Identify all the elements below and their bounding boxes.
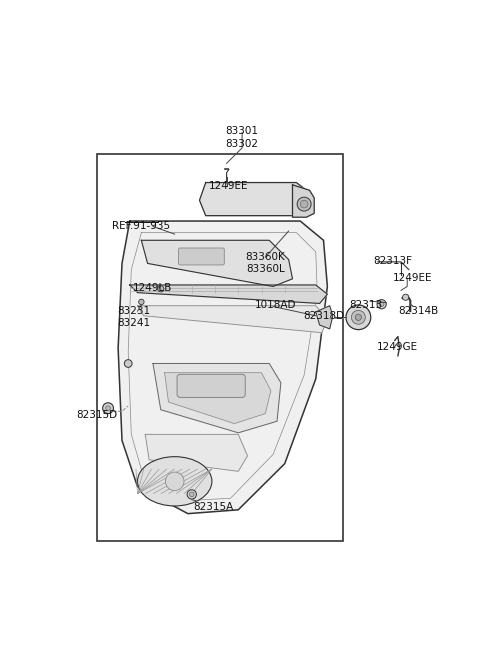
Text: 82318D: 82318D <box>303 311 344 321</box>
Text: 82314B: 82314B <box>398 306 438 316</box>
Ellipse shape <box>137 457 212 506</box>
Text: 1249LB: 1249LB <box>133 283 173 293</box>
Circle shape <box>300 200 308 208</box>
Circle shape <box>106 406 110 411</box>
Bar <box>97 154 343 540</box>
Text: 83301
83302: 83301 83302 <box>226 126 259 149</box>
Polygon shape <box>130 285 327 303</box>
Text: 83360K
83360L: 83360K 83360L <box>245 252 285 274</box>
Circle shape <box>103 403 113 413</box>
Circle shape <box>157 286 164 292</box>
Circle shape <box>403 294 409 301</box>
Text: 83231
83241: 83231 83241 <box>117 306 150 328</box>
Text: 82315D: 82315D <box>77 409 118 420</box>
Circle shape <box>139 299 144 305</box>
Polygon shape <box>142 240 292 286</box>
Text: 1018AD: 1018AD <box>255 301 296 310</box>
Circle shape <box>355 314 361 320</box>
Polygon shape <box>292 185 314 217</box>
Text: 1249GE: 1249GE <box>377 342 418 352</box>
Polygon shape <box>200 183 306 215</box>
Polygon shape <box>145 434 248 472</box>
Text: 1249EE: 1249EE <box>393 273 432 284</box>
Circle shape <box>187 490 196 499</box>
Polygon shape <box>153 364 281 433</box>
Circle shape <box>297 197 311 211</box>
FancyBboxPatch shape <box>179 248 224 265</box>
FancyBboxPatch shape <box>177 374 245 398</box>
Text: 82313: 82313 <box>349 299 383 310</box>
Polygon shape <box>165 373 271 424</box>
Polygon shape <box>316 306 333 329</box>
Polygon shape <box>118 221 327 514</box>
Circle shape <box>379 302 384 307</box>
Circle shape <box>166 472 184 491</box>
Circle shape <box>124 360 132 367</box>
Polygon shape <box>137 306 327 333</box>
Circle shape <box>351 310 365 324</box>
Text: 1249EE: 1249EE <box>209 181 249 191</box>
Text: 82313F: 82313F <box>374 255 413 266</box>
Circle shape <box>346 305 371 329</box>
Text: REF.91-935: REF.91-935 <box>112 221 170 231</box>
Circle shape <box>190 492 194 496</box>
Text: 82315A: 82315A <box>193 502 234 512</box>
Circle shape <box>377 299 386 309</box>
